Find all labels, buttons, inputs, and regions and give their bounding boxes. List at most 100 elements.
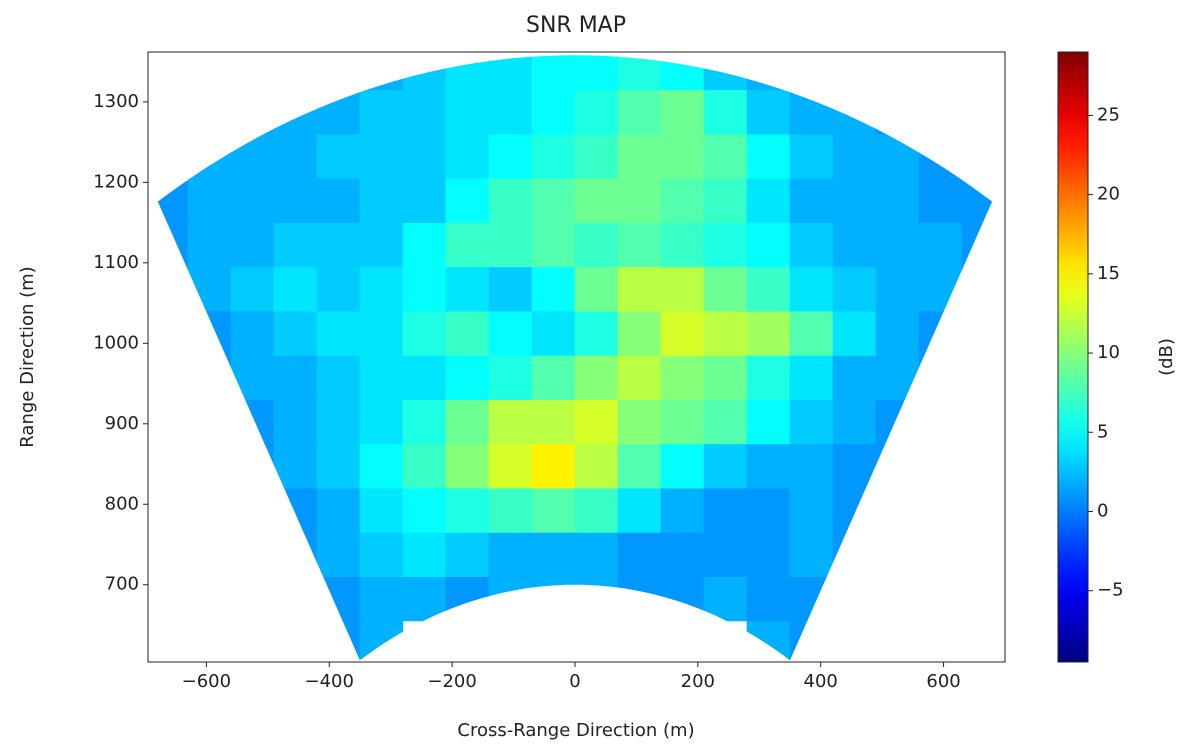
heat-cell bbox=[703, 310, 748, 356]
heat-cell bbox=[359, 266, 404, 312]
heat-cell bbox=[488, 532, 533, 577]
heat-cell bbox=[316, 532, 361, 577]
heat-cell bbox=[746, 532, 791, 577]
heat-cell bbox=[789, 355, 834, 400]
colorbar-tick-label: −5 bbox=[1097, 580, 1124, 601]
heat-cell bbox=[488, 178, 533, 223]
colorbar-tick-label: 20 bbox=[1097, 184, 1120, 205]
heat-cell bbox=[789, 443, 834, 489]
heat-cell bbox=[918, 355, 963, 400]
y-tick-label: 900 bbox=[105, 413, 139, 434]
heat-cell bbox=[617, 266, 662, 312]
heat-cell bbox=[445, 133, 490, 179]
heat-cell bbox=[157, 222, 189, 268]
heat-cell bbox=[746, 487, 791, 533]
colorbar-tick-label: 5 bbox=[1097, 421, 1108, 442]
heat-cell bbox=[402, 487, 447, 533]
x-tick-label: 600 bbox=[926, 671, 960, 692]
heat-cell bbox=[359, 355, 404, 400]
heat-cell bbox=[531, 178, 576, 223]
heat-cell bbox=[574, 55, 619, 91]
heat-cell bbox=[230, 89, 275, 135]
heat-cell bbox=[617, 310, 662, 356]
heat-cell bbox=[445, 355, 490, 400]
heat-cell bbox=[789, 576, 834, 622]
heat-cell bbox=[187, 178, 232, 223]
heat-cell bbox=[316, 443, 361, 489]
y-tick-label: 1200 bbox=[93, 171, 139, 192]
heat-cell bbox=[273, 443, 318, 489]
heat-cell bbox=[832, 89, 877, 135]
heat-cell bbox=[316, 576, 361, 622]
heat-cell bbox=[488, 576, 533, 622]
heat-cell bbox=[703, 487, 748, 533]
heat-cell bbox=[445, 266, 490, 312]
heat-cell bbox=[617, 443, 662, 489]
heat-cell bbox=[703, 222, 748, 268]
heat-cell bbox=[445, 576, 490, 622]
heat-cell bbox=[488, 487, 533, 533]
heat-cell bbox=[402, 532, 447, 577]
heat-cell bbox=[918, 178, 963, 223]
heat-cell bbox=[746, 222, 791, 268]
heat-cell bbox=[402, 178, 447, 223]
heat-cell bbox=[574, 89, 619, 135]
heat-cell bbox=[918, 133, 963, 179]
heat-cell bbox=[187, 133, 232, 179]
x-tick-label: −200 bbox=[427, 671, 476, 692]
heat-cell bbox=[359, 310, 404, 356]
heat-cell bbox=[660, 355, 705, 400]
heat-cell bbox=[574, 355, 619, 400]
heat-cell bbox=[445, 89, 490, 135]
heat-cell bbox=[746, 443, 791, 489]
heat-cell bbox=[574, 266, 619, 312]
y-tick-label: 1000 bbox=[93, 332, 139, 353]
heat-cell bbox=[531, 576, 576, 622]
heat-cell bbox=[445, 178, 490, 223]
x-tick-label: −400 bbox=[305, 671, 354, 692]
heat-cell bbox=[789, 620, 834, 661]
colorbar bbox=[1057, 51, 1089, 663]
heat-cell bbox=[574, 399, 619, 445]
heat-cell bbox=[445, 487, 490, 533]
heat-cell bbox=[703, 576, 748, 622]
heat-cell bbox=[832, 532, 877, 577]
heat-cell bbox=[402, 266, 447, 312]
heat-cell bbox=[187, 355, 232, 400]
heat-cell bbox=[574, 532, 619, 577]
heat-cell bbox=[230, 310, 275, 356]
plot-area bbox=[157, 55, 993, 661]
heat-cell bbox=[660, 443, 705, 489]
heat-cell bbox=[316, 355, 361, 400]
heat-cell bbox=[488, 89, 533, 135]
heat-cell bbox=[187, 222, 232, 268]
heat-cell bbox=[402, 89, 447, 135]
heat-cell bbox=[359, 620, 404, 661]
heat-cell bbox=[703, 133, 748, 179]
colorbar-tick-label: 0 bbox=[1097, 500, 1108, 521]
heat-cell bbox=[703, 89, 748, 135]
heat-cell bbox=[918, 266, 963, 312]
heat-cell bbox=[316, 222, 361, 268]
heat-cell bbox=[660, 532, 705, 577]
x-tick-label: 0 bbox=[569, 671, 580, 692]
heat-cell bbox=[617, 355, 662, 400]
heat-cell bbox=[832, 399, 877, 445]
heat-cell bbox=[746, 355, 791, 400]
heat-cell bbox=[316, 399, 361, 445]
heat-cell bbox=[445, 222, 490, 268]
heat-cell bbox=[703, 266, 748, 312]
heat-cell bbox=[157, 178, 189, 223]
heatmap bbox=[157, 55, 993, 661]
heat-cell bbox=[832, 222, 877, 268]
heat-cell bbox=[402, 399, 447, 445]
heat-cell bbox=[832, 443, 877, 489]
x-tick-label: 400 bbox=[804, 671, 838, 692]
heat-cell bbox=[488, 266, 533, 312]
heat-cell bbox=[359, 576, 404, 622]
heat-cell bbox=[445, 443, 490, 489]
heat-cell bbox=[789, 399, 834, 445]
heat-cell bbox=[617, 576, 662, 622]
